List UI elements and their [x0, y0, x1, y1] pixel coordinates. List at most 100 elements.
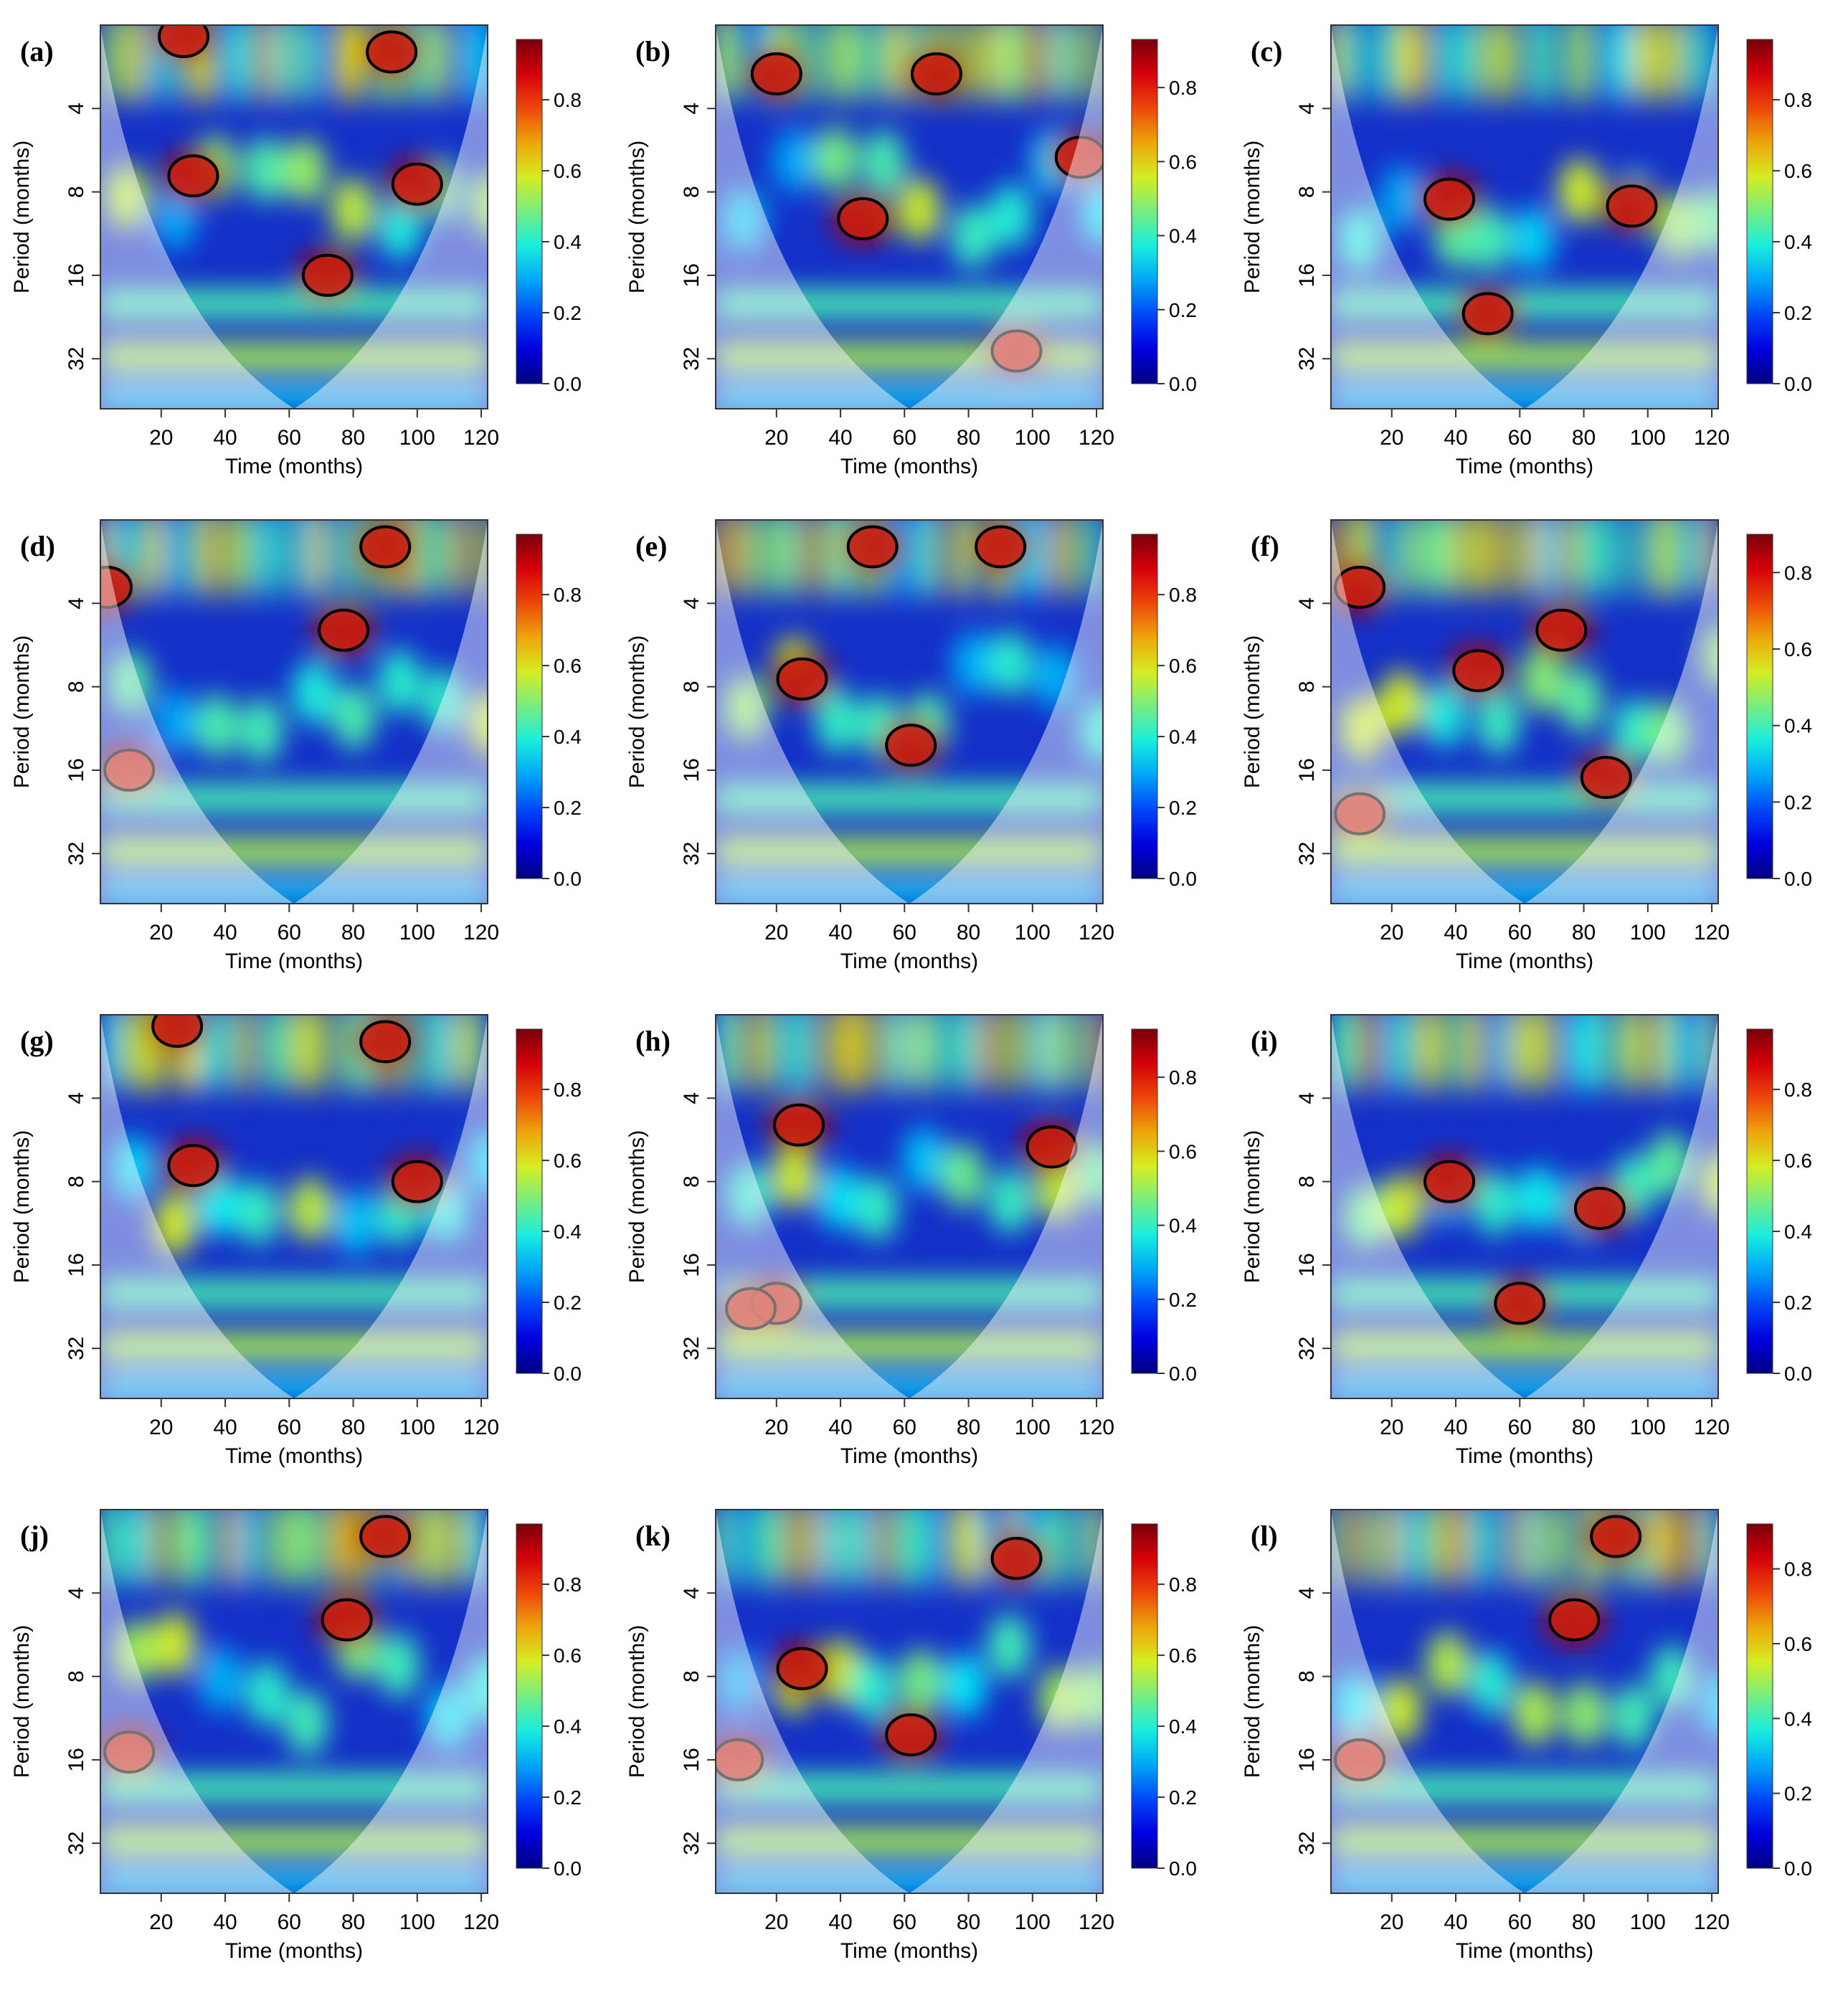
y-tick-label: 8 [65, 1670, 88, 1682]
significance-contour [725, 1287, 777, 1330]
plot-frame [1330, 1509, 1719, 1894]
y-tick-label: 16 [1295, 263, 1319, 287]
significance-contours [158, 25, 443, 297]
x-tick-label: 100 [1630, 1910, 1666, 1934]
y-axis-label: Period (months) [1241, 1625, 1264, 1778]
wavelet-plot: (j) 20 40 60 80 100 120 Time (months) 4 8 16 32 Peri… [10, 1509, 582, 1963]
colorbar-tick-label: 0.6 [554, 1644, 582, 1667]
x-axis-label: Time (months) [225, 1444, 363, 1468]
wavelet-plot: (i) 20 40 60 80 100 120 Time (months) 4 8 16 32 Peri… [1241, 1014, 1812, 1468]
plot-frame [100, 24, 488, 409]
colorbar-tick-label: 0.6 [554, 655, 582, 677]
x-tick-label: 120 [1079, 921, 1114, 944]
x-tick-label: 60 [278, 1910, 301, 1934]
x-tick-label: 40 [828, 1416, 852, 1439]
y-axis-label: Period (months) [10, 1130, 34, 1283]
colorbar-tick-label: 0.8 [1169, 77, 1197, 99]
x-tick-label: 100 [1630, 426, 1666, 450]
x-tick-label: 40 [1444, 426, 1467, 450]
heatmap-area [716, 1510, 1103, 1893]
wavelet-plot: (b) 20 40 60 80 100 120 Time (months) 4 8 16 32 Peri… [625, 24, 1197, 478]
y-tick-label: 32 [1295, 1832, 1319, 1855]
y-tick-label: 8 [1295, 1670, 1319, 1682]
y-tick-label: 4 [1295, 1092, 1319, 1104]
cone-of-influence [294, 1015, 488, 1398]
x-tick-label: 40 [213, 921, 237, 944]
significance-contour [1423, 177, 1476, 221]
cone-of-influence [100, 1015, 294, 1398]
x-tick-label: 80 [1572, 921, 1596, 944]
y-tick-label: 32 [1295, 1337, 1319, 1360]
x-axis-label: Time (months) [225, 1939, 363, 1963]
x-tick-label: 80 [1572, 1416, 1596, 1439]
colorbar [1746, 534, 1773, 879]
colorbar [1746, 39, 1773, 384]
significance-contour [359, 1020, 412, 1064]
significance-contour [321, 1598, 373, 1642]
significance-contour [837, 197, 889, 241]
x-tick-label: 120 [463, 426, 499, 450]
x-axis-label: Time (months) [840, 950, 978, 973]
colorbar-tick-label: 0.2 [1169, 1289, 1197, 1311]
wavelet-panel: (e) 20 40 60 80 100 120 Time (months) 4 8 16 32 Peri… [615, 495, 1232, 997]
colorbar-tick-label: 0.6 [1784, 1150, 1812, 1172]
colorbar-tick-label: 0.4 [1784, 1708, 1812, 1730]
cone-of-influence [1525, 1015, 1718, 1398]
x-tick-label: 40 [828, 1910, 852, 1934]
y-tick-label: 32 [65, 1832, 88, 1855]
x-tick-label: 120 [1694, 921, 1730, 944]
significance-contour [750, 52, 802, 96]
x-tick-label: 40 [828, 426, 852, 450]
colorbar-tick-label: 0.2 [1169, 797, 1197, 819]
x-tick-label: 60 [893, 1910, 916, 1934]
x-tick-label: 80 [957, 921, 980, 944]
colorbar [1131, 1523, 1158, 1869]
wavelet-panel: (c) 20 40 60 80 100 120 Time (months) 4 8 16 32 Peri… [1231, 0, 1847, 502]
significance-contours [1334, 565, 1632, 835]
y-axis-label: Period (months) [625, 1130, 649, 1283]
colorbar-tick-label: 0.0 [1784, 1363, 1812, 1385]
x-axis-label: Time (months) [1456, 950, 1593, 973]
significance-contour [990, 1537, 1043, 1581]
x-tick-label: 100 [399, 1416, 435, 1439]
x-tick-label: 20 [149, 426, 173, 450]
y-tick-label: 4 [65, 103, 88, 115]
panel-label: (b) [635, 35, 671, 67]
plot-frame [715, 1014, 1104, 1399]
colorbar-tick-label: 0.8 [1784, 562, 1812, 584]
colorbar-tick-label: 0.0 [554, 1363, 582, 1385]
colorbar-tick-label: 0.2 [1784, 1783, 1812, 1805]
cone-of-influence [1525, 1510, 1718, 1893]
x-tick-label: 120 [1079, 426, 1114, 450]
y-tick-label: 8 [1295, 681, 1319, 693]
heatmap-texture [1331, 1015, 1718, 1397]
x-tick-label: 120 [1079, 1416, 1114, 1439]
cone-of-influence [100, 520, 294, 904]
plot-frame [1330, 1014, 1719, 1399]
colorbar [516, 39, 543, 384]
wavelet-panel: (i) 20 40 60 80 100 120 Time (months) 4 8 16 32 Peri… [1231, 990, 1847, 1492]
heatmap-texture [716, 1015, 1103, 1397]
y-axis-label: Period (months) [1241, 1130, 1264, 1283]
colorbar-tick-label: 0.0 [1169, 1363, 1197, 1385]
x-tick-label: 120 [463, 1416, 499, 1439]
panel-label: (j) [20, 1520, 49, 1552]
y-tick-label: 16 [65, 263, 88, 287]
colorbar-tick-label: 0.6 [1784, 638, 1812, 660]
plot-frame [1330, 519, 1719, 904]
colorbar [516, 1523, 543, 1869]
y-tick-label: 32 [65, 842, 88, 866]
colorbar-tick-label: 0.4 [554, 231, 582, 253]
colorbar-tick-label: 0.2 [554, 797, 582, 819]
x-tick-label: 40 [1444, 1910, 1467, 1934]
panel-label: (g) [20, 1025, 54, 1057]
significance-contour [1590, 1515, 1642, 1558]
heatmap-area [100, 1510, 488, 1893]
x-tick-label: 40 [213, 426, 237, 450]
x-tick-label: 80 [957, 1910, 980, 1934]
x-tick-label: 20 [764, 426, 788, 450]
x-tick-label: 80 [341, 1910, 365, 1934]
x-tick-label: 100 [399, 426, 435, 450]
y-axis-label: Period (months) [10, 141, 34, 293]
